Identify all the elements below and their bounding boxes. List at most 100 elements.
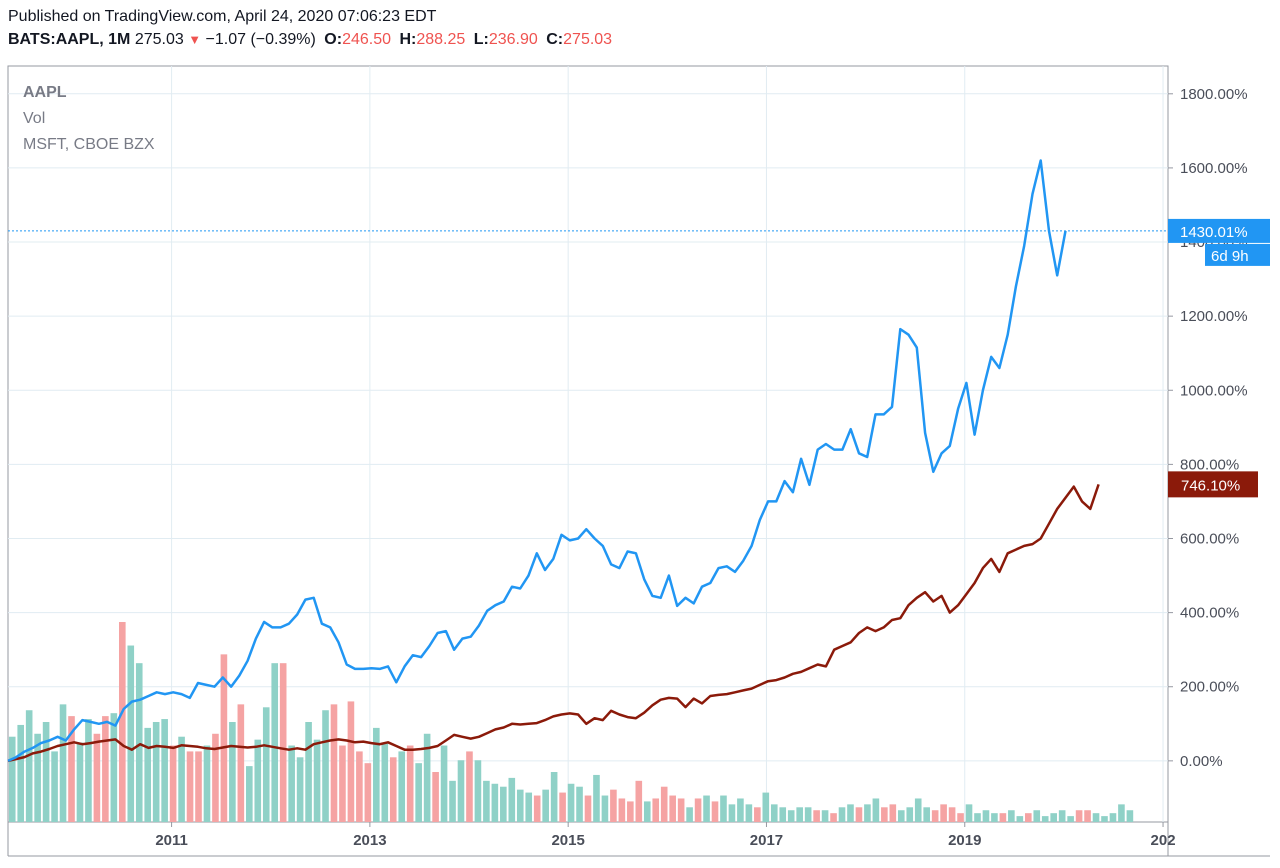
countdown-badge [1205, 243, 1270, 266]
volume-bar [940, 804, 947, 822]
volume-bar [821, 810, 829, 822]
legend-main-symbol[interactable]: AAPL [23, 84, 67, 101]
low-value: 236.90 [488, 31, 538, 48]
volume-bar [550, 772, 558, 822]
volume-bar [1050, 813, 1057, 822]
volume-bar [483, 780, 490, 822]
volume-bar [406, 745, 414, 822]
price-change: −1.07 (−0.39%) [205, 31, 316, 48]
volume-bar [813, 810, 820, 822]
volume-bar [254, 739, 262, 822]
y-tick-label: 200.00% [1180, 679, 1239, 696]
volume-bar [203, 745, 211, 822]
volume-bar [533, 795, 541, 822]
msft-line[interactable] [7, 483, 1100, 763]
volume-bar [906, 807, 914, 822]
x-tick-label: 2019 [948, 832, 981, 849]
volume-bar [373, 727, 380, 822]
volume-bar [169, 745, 177, 822]
x-tick-label: 2013 [353, 832, 386, 849]
volume-bar [542, 789, 549, 822]
volume-bar [610, 789, 617, 822]
y-tick-label: 600.00% [1180, 531, 1239, 548]
volume-bar [279, 663, 287, 822]
volume-bar [974, 813, 981, 822]
volume-bar [677, 798, 685, 822]
volume-bar [914, 798, 922, 822]
aapl-value-badge [1168, 218, 1270, 243]
msft-value-badge-text: 746.10% [1181, 477, 1240, 494]
volume-bar [491, 783, 499, 822]
volume-bar [17, 724, 25, 822]
volume-bar [897, 810, 905, 822]
volume-bar [339, 745, 346, 822]
volume-bar [356, 751, 363, 822]
volume-bar [567, 783, 575, 822]
open-value: 246.50 [342, 31, 392, 48]
volume-bar [838, 807, 846, 822]
volume-bar [804, 807, 812, 822]
volume-bar [779, 807, 787, 822]
volume-bar [762, 792, 770, 822]
high-label: H: [399, 31, 417, 48]
volume-bar [923, 807, 930, 822]
volume-bar [991, 813, 998, 822]
volume-bar [1067, 816, 1074, 822]
volume-bar [364, 763, 372, 822]
volume-bar [982, 810, 990, 822]
volume-bar [601, 795, 609, 822]
volume-bar [1109, 813, 1117, 822]
volume-bar [694, 798, 702, 822]
volume-bar [830, 813, 837, 822]
volume-bar [186, 751, 194, 822]
volume-bar [381, 742, 389, 822]
volume-bar [1008, 810, 1015, 822]
volume-bar [398, 751, 406, 822]
volume-bar [948, 807, 956, 822]
volume-bar [42, 722, 50, 822]
volume-bar [584, 795, 592, 822]
y-tick-label: 1600.00% [1180, 160, 1248, 177]
volume-bar [931, 810, 939, 822]
volume-bar [119, 622, 126, 822]
volume-bar [525, 792, 533, 822]
volume-bar [864, 804, 871, 822]
volume-bar [474, 760, 482, 822]
volume-bar [466, 751, 473, 822]
volume-bar [102, 716, 109, 822]
volume-bar [76, 742, 84, 822]
published-info: Published on TradingView.com, April 24, … [8, 8, 437, 25]
volume-bar [855, 807, 863, 822]
x-tick-label: 2017 [750, 832, 783, 849]
plot-pane [7, 65, 1169, 823]
x-tick-label: 2011 [155, 832, 188, 849]
volume-bar [288, 745, 295, 822]
legend-compare-symbol[interactable]: MSFT, CBOE BZX [23, 136, 155, 153]
volume-bar [703, 795, 710, 822]
x-tick-label: 202 [1151, 832, 1176, 849]
volume-bar [1101, 816, 1108, 822]
volume-bar [728, 804, 736, 822]
volume-bar [25, 710, 33, 822]
legend-volume[interactable]: Vol [23, 110, 46, 127]
volume-bar [68, 716, 75, 822]
open-label: O: [324, 31, 343, 48]
volume-bar [516, 789, 524, 822]
volume-bar [59, 704, 67, 822]
volume-bar [618, 798, 626, 822]
volume-bar [110, 713, 118, 822]
volume-bar [796, 807, 803, 822]
volume-bar [627, 801, 634, 822]
volume-bar [576, 786, 583, 822]
aapl-line[interactable] [7, 159, 1067, 763]
volume-bar [1092, 813, 1100, 822]
volume-bar [330, 704, 338, 822]
volume-bar [296, 757, 304, 822]
volume-bar [1016, 816, 1024, 822]
volume-bar [965, 804, 973, 822]
volume-bar [737, 798, 744, 822]
volume-bar [593, 774, 600, 822]
volume-bar [1084, 810, 1091, 822]
volume-bar [881, 807, 888, 822]
